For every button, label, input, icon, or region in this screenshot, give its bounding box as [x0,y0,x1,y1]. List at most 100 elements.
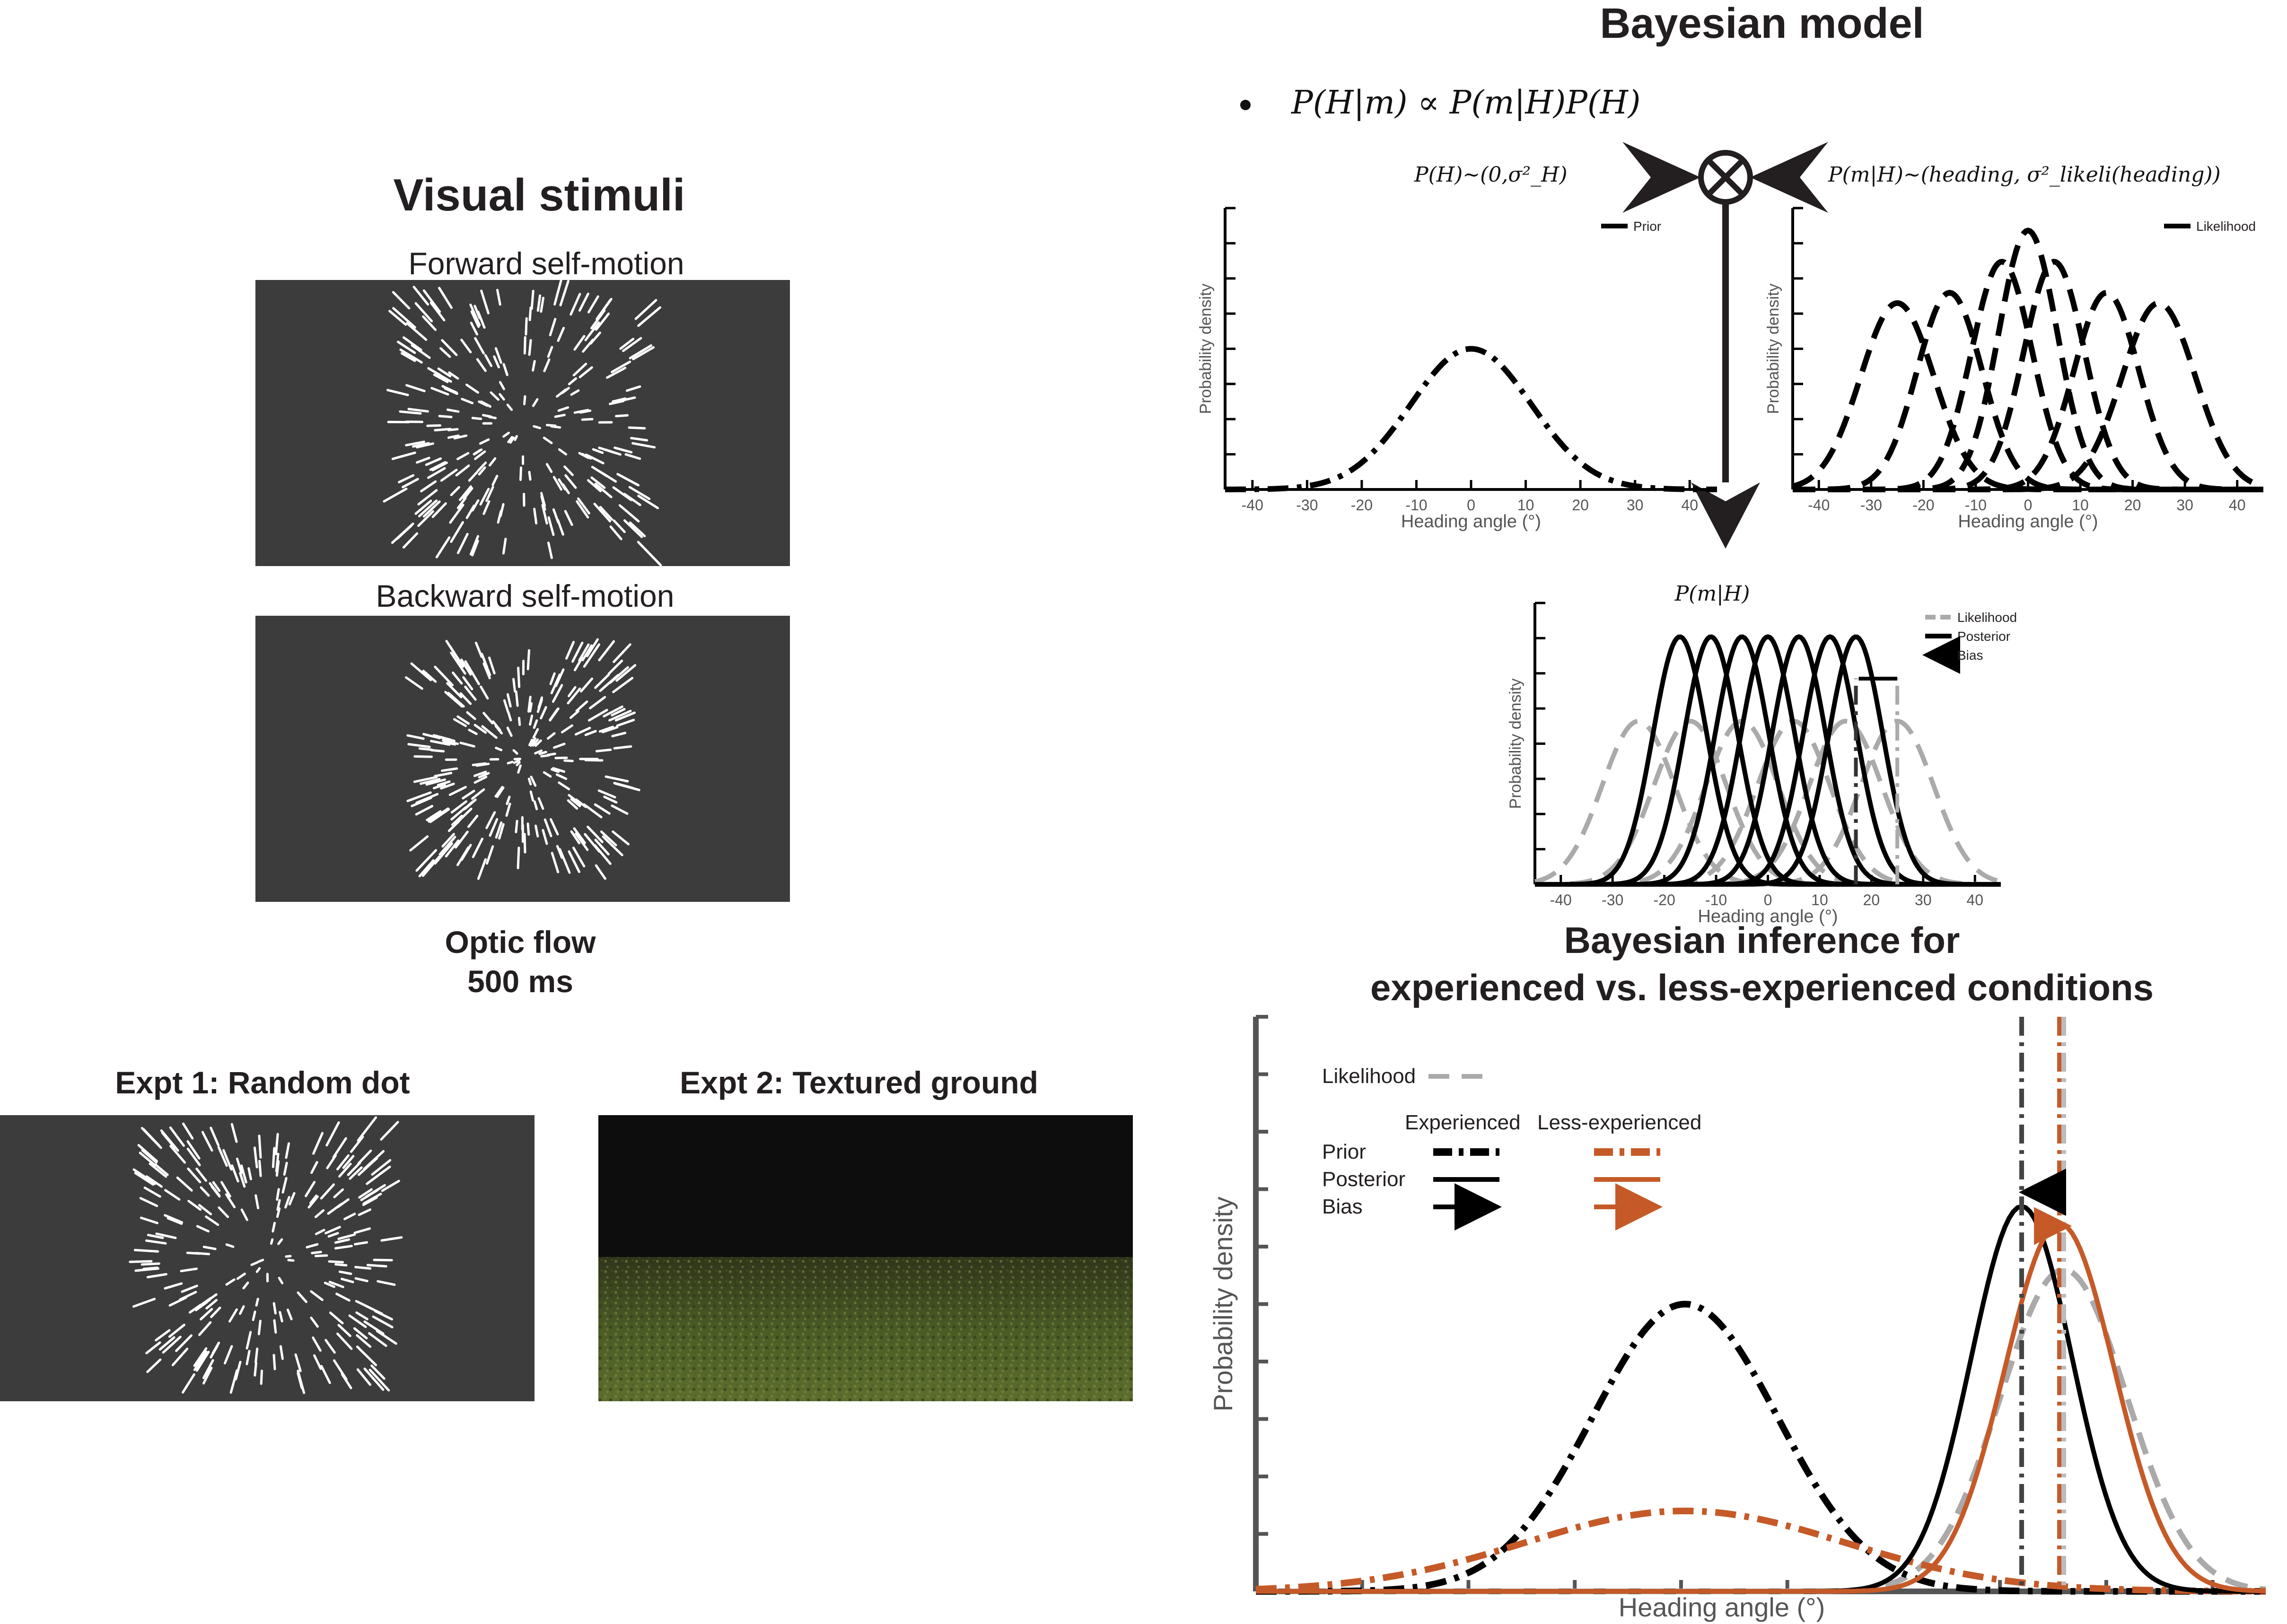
flow-dot [422,289,441,313]
x-tick-label: 30 [1915,891,1932,908]
flow-dot [405,322,428,341]
flow-dot [609,666,629,684]
x-tick-label: 30 [1627,497,1644,514]
flow-dot [526,649,530,671]
flow-dot [245,1331,252,1350]
flow-dot [391,451,416,460]
flow-dot [455,830,469,849]
flow-dot [616,473,639,486]
flow-dot [438,415,453,419]
flow-dot [326,1154,337,1170]
flow-dot [637,306,662,327]
legend-posterior: Posterior [1957,629,2010,644]
flow-dot [584,321,600,341]
flow-dot [354,1277,368,1283]
flow-dot [536,294,542,312]
flow-dot [434,842,453,865]
flow-dot [613,745,632,750]
flow-dot [527,696,532,713]
x-axis-label: Heading angle (°) [1401,512,1541,532]
flow-dot [547,541,553,559]
flow-dot [469,303,481,326]
flow-dot [161,1132,176,1150]
flow-dot [509,436,515,444]
flow-dot [338,1162,352,1178]
x-tick-label: -10 [1965,497,1987,514]
flow-dot [567,687,581,705]
flow-dot [552,684,563,703]
flow-dot [355,1311,368,1320]
flow-dot [459,485,472,501]
prior-experienced-curve [1256,1301,2266,1595]
flow-dot [335,1292,350,1302]
flow-dot [154,1163,169,1176]
flow-dot [579,409,592,414]
prior-formula: P(H)~(0,σ²_H) [1414,163,1568,187]
flow-dot [545,463,553,473]
flow-dot [529,702,533,713]
flow-dot [459,692,472,705]
flow-dot [218,1206,229,1218]
flow-dot [568,377,577,385]
flow-dot [240,1208,248,1221]
flow-dot [575,832,589,851]
flow-dot [557,406,570,412]
flow-dot [337,1233,356,1240]
flow-dot [354,1241,368,1246]
likelihood-curve [1256,1266,2266,1594]
y-axis-label: Probability density [1507,679,1525,809]
flow-dot [607,659,623,675]
flow-dot [141,1149,158,1164]
posterior-curve [1535,634,2001,887]
flow-dot [328,1281,344,1288]
flow-dot [166,1217,183,1225]
flow-dot [476,461,487,472]
flow-dot [186,1140,201,1160]
flow-dot [572,847,586,868]
flow-dot [611,360,631,374]
flow-dot [528,738,534,746]
backward-stimulus [255,616,790,902]
flow-dot [287,1259,295,1262]
flow-dot [543,437,553,445]
flow-dot [529,790,535,802]
flow-dot [502,538,507,555]
flow-dot [552,508,560,524]
legend-posterior: Posterior [1322,1168,1405,1191]
flow-dot [171,1347,189,1366]
flow-dot [435,536,451,559]
flow-dot [356,1334,372,1348]
flow-dot [336,1198,350,1208]
flow-dot [277,1238,283,1245]
flow-dot [568,686,577,698]
flow-dot [460,339,472,354]
x-tick-label: 0 [2024,497,2033,514]
flow-dot [564,510,573,526]
flow-dot [462,676,473,690]
x-tick-label: 20 [1572,497,1589,514]
flow-dot [595,864,606,880]
flow-dot [217,1146,228,1167]
flow-dot [477,311,486,329]
flow-dot [605,775,629,783]
flow-dot [474,641,483,658]
flow-dot [552,476,562,491]
posterior-curve [1535,634,2001,887]
flow-dot [427,367,441,376]
flow-dot [540,706,547,720]
flow-dot [473,724,487,734]
legend-bias: Bias [1322,1195,1363,1218]
flow-dot [258,1135,262,1159]
flow-dot [162,1336,182,1354]
flow-dot [140,1127,162,1149]
flow-dot [526,822,530,836]
flow-dot [200,1186,210,1197]
flow-dot [254,1347,259,1364]
flow-dot [611,804,629,815]
x-tick-label: -40 [1550,891,1572,908]
flow-dot [533,800,538,811]
flow-dot [201,1131,213,1152]
flow-dot [278,1276,284,1284]
flow-dot [255,1267,261,1273]
flow-dot [597,789,616,799]
